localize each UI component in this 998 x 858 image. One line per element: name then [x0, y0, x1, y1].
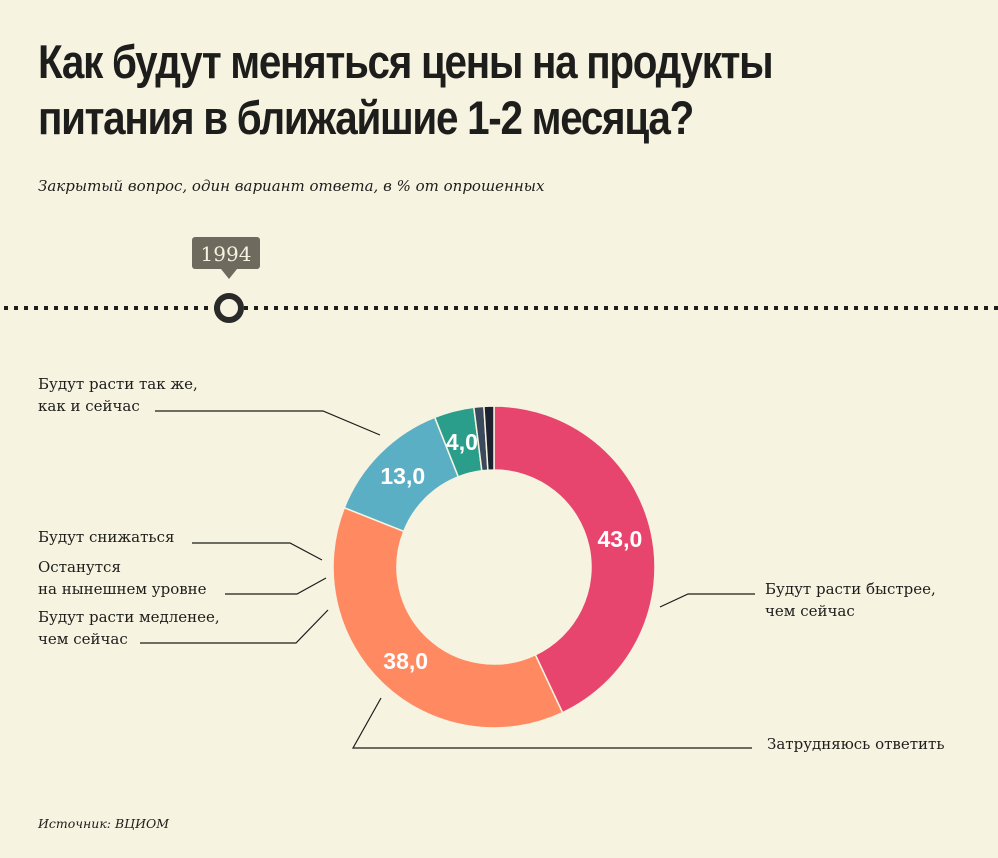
leader-line-4: [225, 577, 327, 595]
donut-chart: 43,0 38,0 13,0 4,0: [332, 405, 656, 729]
donut-slice-5[interactable]: [483, 405, 495, 471]
slice-category-label-4: Останутся на нынешнем уровне: [38, 558, 207, 598]
year-badge-pointer: [221, 269, 237, 279]
slice-category-label-1: Будут расти быстрее, чем сейчас: [765, 580, 936, 620]
source-note: Источник: ВЦИОМ: [38, 816, 170, 831]
leader-line-2: [351, 697, 752, 749]
year-badge-text: 1994: [201, 242, 252, 266]
leader-line-0: [155, 410, 381, 436]
slice-category-label-3: Будут расти медленее, чем сейчас: [38, 608, 220, 648]
chart-title: Как будут меняться цены на продукты пита…: [38, 34, 812, 146]
slice-value-label-2: 13,0: [380, 463, 425, 489]
slice-category-label-5: Будут снижаться: [38, 528, 175, 546]
timeline-marker[interactable]: [214, 293, 244, 323]
slice-category-label-0: Будут расти так же, как и сейчас: [38, 375, 198, 415]
donut-slice-0[interactable]: [493, 405, 656, 714]
donut-slice-1[interactable]: [332, 506, 564, 729]
leader-line-5: [192, 542, 323, 561]
year-badge: [192, 237, 260, 269]
slice-value-label-0: 43,0: [598, 526, 643, 552]
slice-value-label-3: 4,0: [446, 429, 478, 455]
title-line-1: Как будут меняться цены на продукты: [38, 35, 774, 88]
chart-subtitle: Закрытый вопрос, один вариант ответа, в …: [38, 177, 545, 195]
leader-line-1: [659, 593, 755, 608]
leader-lines: [140, 410, 755, 749]
title-line-2: питания в ближайшие 1-2 месяца?: [38, 91, 694, 144]
slice-value-label-1: 38,0: [383, 648, 428, 674]
slice-category-label-2: Затрудняюсь ответить: [767, 735, 945, 753]
leader-line-3: [140, 609, 329, 644]
